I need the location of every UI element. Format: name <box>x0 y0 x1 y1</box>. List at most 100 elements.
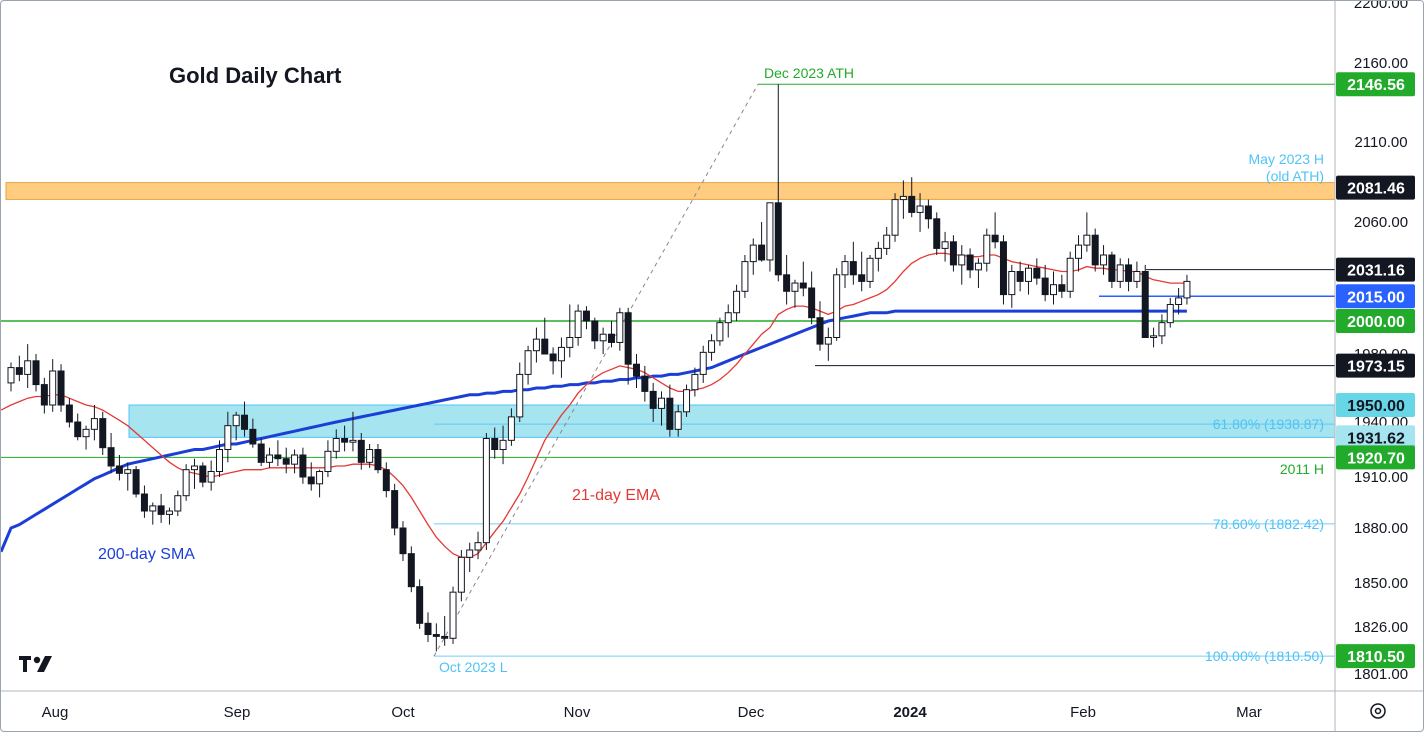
candle-body <box>441 635 449 639</box>
candle-body <box>190 465 198 471</box>
candle-body <box>474 542 482 551</box>
candle-body <box>424 622 432 636</box>
price-level-badge[interactable] <box>1336 353 1415 378</box>
candle-body <box>649 390 657 409</box>
price-level-badge[interactable] <box>1336 175 1415 200</box>
candle-body <box>724 312 732 324</box>
chart-settings-icon[interactable] <box>1370 703 1386 719</box>
candle-body <box>399 527 407 555</box>
candle-body <box>307 476 315 485</box>
price-level-badge[interactable] <box>1336 284 1415 309</box>
candle-body <box>1016 271 1024 282</box>
price-level-badge[interactable] <box>1336 309 1415 333</box>
candle-body <box>541 338 549 355</box>
candle-body <box>858 274 866 282</box>
candle-body <box>758 244 766 261</box>
candle-body <box>924 205 932 220</box>
time-tick-label: Sep <box>224 704 251 721</box>
candle-body <box>616 312 624 343</box>
candle-body <box>799 282 807 289</box>
price-tick-label: 1850.00 <box>1354 575 1408 592</box>
high-2011-annotation: 2011 H <box>1280 461 1324 477</box>
candle-body <box>749 244 757 263</box>
candle-body <box>40 384 48 406</box>
price-level-label: 2081.46 <box>1347 181 1405 198</box>
candle-body <box>432 634 440 637</box>
candle-body <box>65 404 73 423</box>
candle-body <box>983 234 991 264</box>
time-tick-label: Mar <box>1236 704 1262 721</box>
candle-body <box>582 310 590 322</box>
candle-body <box>716 322 724 342</box>
old-ath-annotation: (old ATH) <box>1266 168 1324 184</box>
candle-body <box>1116 264 1124 282</box>
price-level-badge[interactable] <box>1336 445 1415 470</box>
candle-body <box>7 367 15 384</box>
candle-body <box>524 350 532 375</box>
candle-body <box>416 586 424 624</box>
candle-body <box>566 337 574 348</box>
price-tick-label: 1880.00 <box>1354 520 1408 537</box>
candle-body <box>699 351 707 375</box>
candle-body <box>849 261 857 276</box>
candle-body <box>941 241 949 249</box>
price-level-badge[interactable] <box>1336 72 1415 97</box>
candle-body <box>49 370 57 406</box>
candle-body <box>599 333 607 342</box>
candle-body <box>266 454 274 463</box>
candle-body <box>449 591 457 639</box>
candle-body <box>641 375 649 392</box>
price-level-label: 1973.15 <box>1347 359 1405 376</box>
candle-body <box>99 418 107 449</box>
candle-body <box>674 411 682 430</box>
candle-body <box>324 450 332 473</box>
candle-body <box>507 416 515 441</box>
tradingview-logo[interactable] <box>19 656 52 672</box>
price-level-badge[interactable] <box>1336 425 1415 450</box>
resistance-zone <box>5 182 1336 200</box>
price-tick-label: 1801.00 <box>1354 666 1408 683</box>
time-tick-label: Dec <box>738 704 765 721</box>
candle-body <box>341 438 349 443</box>
price-level-label: 1950.00 <box>1347 398 1405 415</box>
candle-body <box>57 370 65 406</box>
candle-body <box>1091 234 1099 266</box>
candle-body <box>774 202 782 276</box>
price-level-badge[interactable] <box>1336 257 1415 282</box>
price-level-label: 2031.16 <box>1347 263 1405 280</box>
candle-body <box>291 454 299 465</box>
candle-body <box>908 195 916 213</box>
candle-body <box>232 414 240 427</box>
candle-body <box>974 262 982 271</box>
candle-body <box>633 363 640 377</box>
candle-body <box>549 353 557 362</box>
candle-body <box>557 346 565 362</box>
candle-body <box>24 360 32 375</box>
candle-body <box>1100 254 1108 266</box>
candle-body <box>874 247 882 259</box>
price-axis-bg[interactable] <box>1335 1 1424 691</box>
candle-body <box>733 290 741 314</box>
price-level-badge[interactable] <box>1336 393 1415 417</box>
candle-body <box>466 549 474 558</box>
price-level-label: 2000.00 <box>1347 314 1405 331</box>
price-tick-label: 1910.00 <box>1354 469 1408 486</box>
may-high-annotation: May 2023 H <box>1249 151 1324 167</box>
price-level-badge[interactable] <box>1336 644 1415 669</box>
candle-body <box>107 447 115 467</box>
candle-body <box>658 397 666 409</box>
price-level-label: 1920.70 <box>1347 450 1405 467</box>
candle-body <box>157 505 165 515</box>
price-tick-label: 2200.00 <box>1354 1 1408 12</box>
candle-body <box>357 439 365 463</box>
candle-body <box>249 428 257 445</box>
candle-body <box>349 439 357 443</box>
candle-body <box>916 205 924 213</box>
price-tick-label: 2160.00 <box>1354 55 1408 72</box>
sma200-line <box>1 309 1187 553</box>
candle-body <box>332 438 340 452</box>
price-level-label: 1931.62 <box>1347 430 1405 447</box>
candle-body <box>82 428 90 438</box>
